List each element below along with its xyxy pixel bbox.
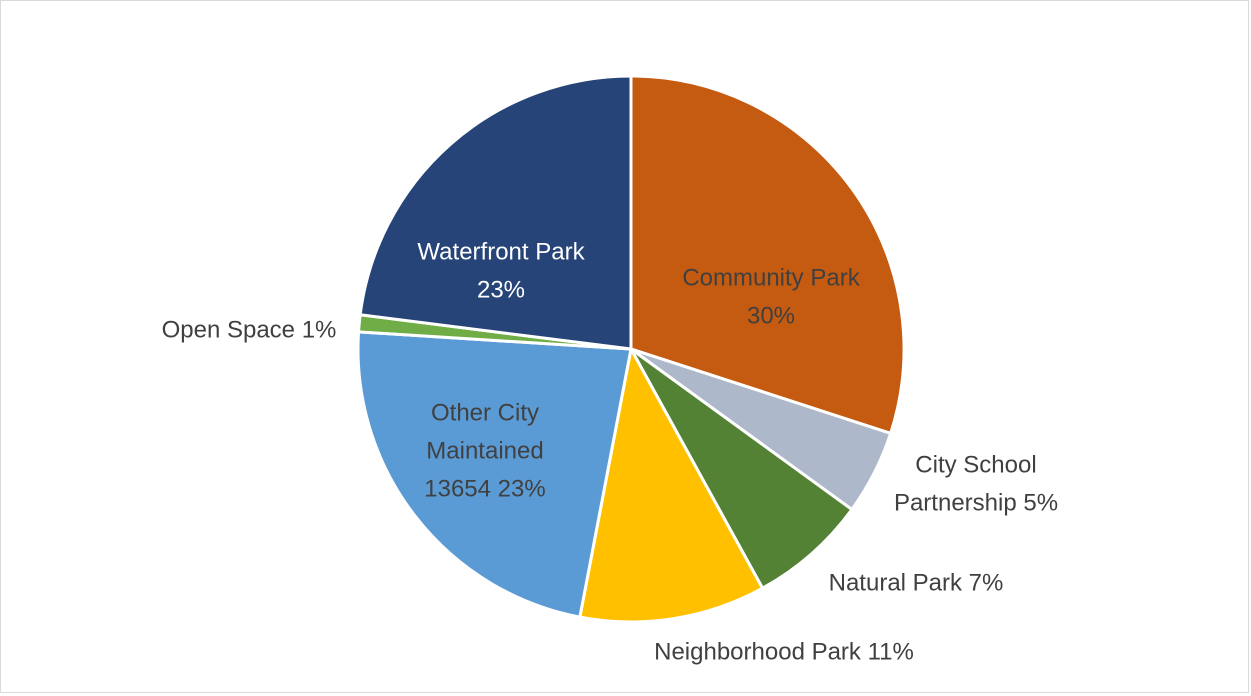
data-label-line: 30% — [747, 302, 795, 329]
data-label-line: Natural Park 7% — [829, 569, 1004, 596]
data-label-line: City School — [915, 451, 1036, 478]
pie-slices — [356, 74, 906, 624]
data-label-natural-park: Natural Park 7% — [829, 569, 1004, 596]
pie-slice-other-city-maintained — [356, 330, 633, 619]
data-label-line: Partnership 5% — [894, 489, 1058, 516]
data-label-line: Open Space 1% — [162, 316, 337, 343]
data-label-other-city-maintained: Other City Maintained 13654 23% — [424, 399, 545, 502]
pie-labels: Community Park 30% City School Partnership … — [162, 238, 1058, 665]
pie-slice-community-park — [629, 74, 906, 435]
data-label-line: 13654 23% — [424, 475, 545, 502]
data-label-line: Waterfront Park — [417, 238, 585, 265]
data-label-line: 23% — [477, 276, 525, 303]
pie-slice-natural-park — [629, 347, 854, 590]
data-label-waterfront-park: Waterfront Park 23% — [417, 238, 585, 303]
data-label-line: Other City — [431, 399, 539, 426]
data-label-open-space: Open Space 1% — [162, 316, 337, 343]
data-label-city-school-partnership: City School Partnership 5% — [894, 451, 1058, 516]
data-label-community-park: Community Park 30% — [682, 264, 860, 329]
data-label-neighborhood-park: Neighborhood Park 11% — [654, 638, 914, 665]
pie-slice-waterfront-park — [358, 74, 633, 351]
data-label-line: Community Park — [682, 264, 860, 291]
data-label-line: Neighborhood Park 11% — [654, 638, 914, 665]
pie-slice-neighborhood-park — [578, 347, 765, 624]
data-label-line: Maintained — [426, 437, 543, 464]
